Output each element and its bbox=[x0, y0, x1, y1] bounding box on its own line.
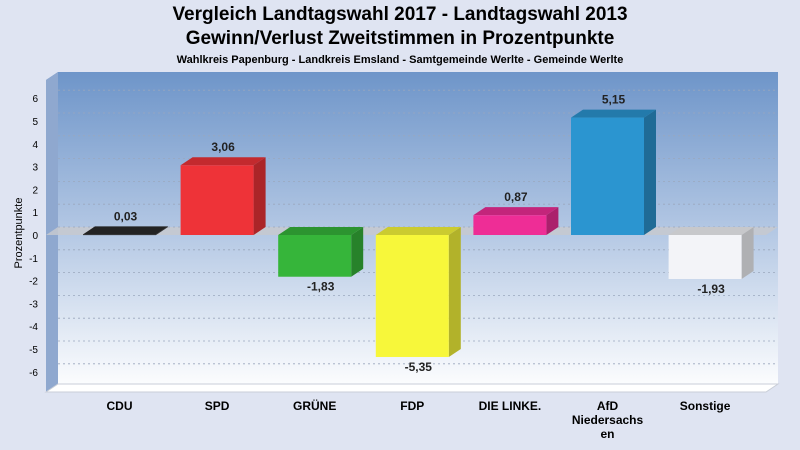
x-tick-label: SPD bbox=[205, 399, 230, 413]
y-tick-label: -1 bbox=[29, 254, 38, 265]
bar-top bbox=[473, 207, 559, 216]
bar-side bbox=[741, 227, 754, 280]
y-tick-label: 5 bbox=[32, 117, 38, 128]
bar-top bbox=[278, 227, 364, 235]
bar-side bbox=[156, 226, 168, 235]
y-tick-label: -2 bbox=[29, 277, 38, 288]
x-tick-label: FDP bbox=[400, 399, 424, 413]
x-tick-label: AfD bbox=[597, 399, 619, 413]
y-tick-label: 0 bbox=[32, 231, 38, 242]
y-tick-label: 1 bbox=[32, 208, 38, 219]
bar-front bbox=[571, 117, 644, 235]
y-tick-label: 2 bbox=[32, 185, 38, 196]
bar-front bbox=[473, 215, 547, 235]
data-label: -1,93 bbox=[697, 282, 725, 296]
x-tick-label: DIE LINKE. bbox=[479, 399, 542, 413]
y-tick-label: 4 bbox=[32, 140, 38, 151]
x-tick-label: en bbox=[600, 427, 614, 441]
plot-floor bbox=[44, 383, 780, 393]
bar-top bbox=[375, 227, 461, 235]
chart-subtitle: Wahlkreis Papenburg - Landkreis Emsland … bbox=[176, 54, 624, 66]
data-label: -1,83 bbox=[307, 280, 335, 294]
bar-front bbox=[83, 234, 156, 236]
bar-top bbox=[83, 226, 168, 235]
bar-grüne bbox=[278, 227, 364, 277]
data-label: 0,87 bbox=[504, 190, 528, 204]
bar-fdp bbox=[375, 227, 461, 357]
bar-afd-niedersachsen bbox=[571, 109, 656, 235]
x-tick-label: GRÜNE bbox=[293, 398, 336, 413]
bar-side bbox=[448, 227, 461, 357]
bar-front bbox=[180, 165, 254, 235]
bar-side bbox=[351, 227, 364, 277]
y-tick-label: 6 bbox=[32, 94, 38, 105]
bar-front bbox=[375, 235, 449, 357]
bar-sonstige bbox=[668, 227, 754, 280]
bar-die-linke bbox=[473, 207, 559, 235]
bar-side bbox=[546, 207, 559, 235]
x-tick-label: Sonstige bbox=[680, 399, 731, 413]
bar-top bbox=[571, 109, 656, 118]
bar-top bbox=[668, 227, 754, 235]
x-tick-label: Niedersachs bbox=[572, 413, 644, 427]
y-tick-label: -4 bbox=[29, 322, 38, 333]
bar-top bbox=[180, 157, 266, 166]
bar-spd bbox=[180, 157, 266, 235]
data-label: 0,03 bbox=[114, 209, 138, 223]
y-tick-label: -6 bbox=[29, 368, 38, 379]
data-label: -5,35 bbox=[405, 360, 433, 374]
bar-front bbox=[278, 235, 352, 277]
chart-title-line-1: Vergleich Landtagswahl 2017 - Landtagswa… bbox=[172, 4, 628, 25]
bar-side bbox=[644, 109, 656, 235]
y-tick-label: -5 bbox=[29, 345, 38, 356]
y-tick-label: -3 bbox=[29, 299, 38, 310]
bar-front bbox=[668, 235, 742, 280]
data-label: 5,15 bbox=[602, 93, 626, 107]
data-label: 3,06 bbox=[211, 140, 235, 154]
y-tick-label: 3 bbox=[32, 163, 38, 174]
chart-title-line-2: Gewinn/Verlust Zweitstimmen in Prozentpu… bbox=[185, 28, 615, 49]
x-tick-label: CDU bbox=[107, 399, 133, 413]
bar-side bbox=[253, 157, 266, 235]
chart-title: Vergleich Landtagswahl 2017 - Landtagswa… bbox=[0, 3, 800, 51]
y-axis-label: Prozentpunkte bbox=[13, 198, 25, 269]
bar-cdu bbox=[83, 226, 168, 236]
